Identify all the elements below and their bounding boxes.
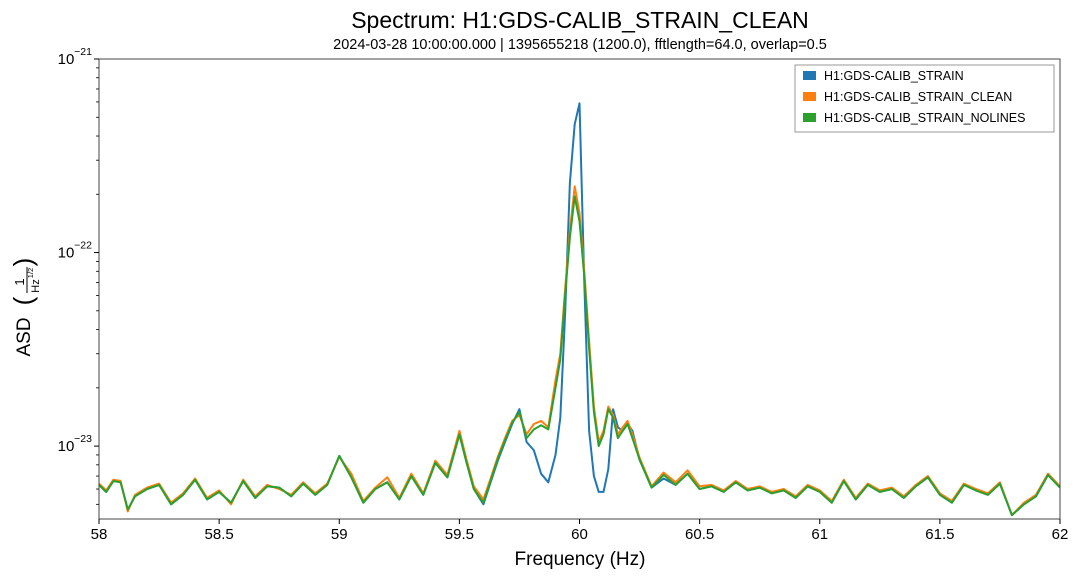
legend-swatch xyxy=(803,71,816,80)
y-axis-label: ASD ( 1 Hz 1/2 ) xyxy=(8,258,42,357)
y-tick-label-base: 10 xyxy=(58,245,75,262)
legend-label: H1:GDS-CALIB_STRAIN_CLEAN xyxy=(824,90,1012,104)
chart-subtitle: 2024-03-28 10:00:00.000 | 1395655218 (12… xyxy=(333,37,827,53)
y-axis-paren-right: ) xyxy=(8,258,38,267)
x-tick-label: 61.5 xyxy=(925,526,954,543)
legend-entries: H1:GDS-CALIB_STRAIN H1:GDS-CALIB_STRAIN_C… xyxy=(803,69,1025,125)
x-tick-label: 60 xyxy=(571,526,588,543)
series-line-2 xyxy=(98,185,1061,517)
legend-box xyxy=(794,64,1055,133)
x-tick-label: 62 xyxy=(1052,526,1069,543)
y-tick-label-exponent: −23 xyxy=(74,433,92,445)
legend-swatch xyxy=(803,113,816,122)
x-axis-label: Frequency (Hz) xyxy=(515,549,646,570)
series-line-1 xyxy=(98,102,1061,517)
y-tick-label-exponent: −21 xyxy=(74,46,92,58)
x-tick-label: 59 xyxy=(331,526,348,543)
y-axis-label-denominator: Hz xyxy=(30,279,42,292)
plot-lines xyxy=(98,102,1061,517)
legend: H1:GDS-CALIB_STRAIN H1:GDS-CALIB_STRAIN_C… xyxy=(794,64,1055,133)
y-axis-label-numerator: 1 xyxy=(12,278,27,285)
x-axis: 58 58.5 59 59.5 60 60.5 61 61.5 62 xyxy=(91,519,1069,543)
y-axis-label-denominator-exponent: 1/2 xyxy=(26,268,35,278)
x-tick-label: 60.5 xyxy=(685,526,714,543)
x-tick-label: 58.5 xyxy=(205,526,234,543)
series-line-3 xyxy=(98,195,1061,517)
legend-label: H1:GDS-CALIB_STRAIN xyxy=(824,69,964,83)
y-tick-label-base: 10 xyxy=(58,438,75,455)
y-tick-label-base: 10 xyxy=(58,51,75,68)
chart-title: Spectrum: H1:GDS-CALIB_STRAIN_CLEAN xyxy=(351,7,809,33)
legend-swatch xyxy=(803,92,816,101)
legend-label: H1:GDS-CALIB_STRAIN_NOLINES xyxy=(824,111,1025,125)
y-tick-label-exponent: −22 xyxy=(74,240,92,252)
x-tick-label: 58 xyxy=(91,526,108,543)
x-tick-label: 59.5 xyxy=(445,526,474,543)
y-axis-paren-left: ( xyxy=(8,296,38,305)
x-tick-label: 61 xyxy=(811,526,828,543)
y-axis-label-prefix: ASD xyxy=(14,317,35,356)
